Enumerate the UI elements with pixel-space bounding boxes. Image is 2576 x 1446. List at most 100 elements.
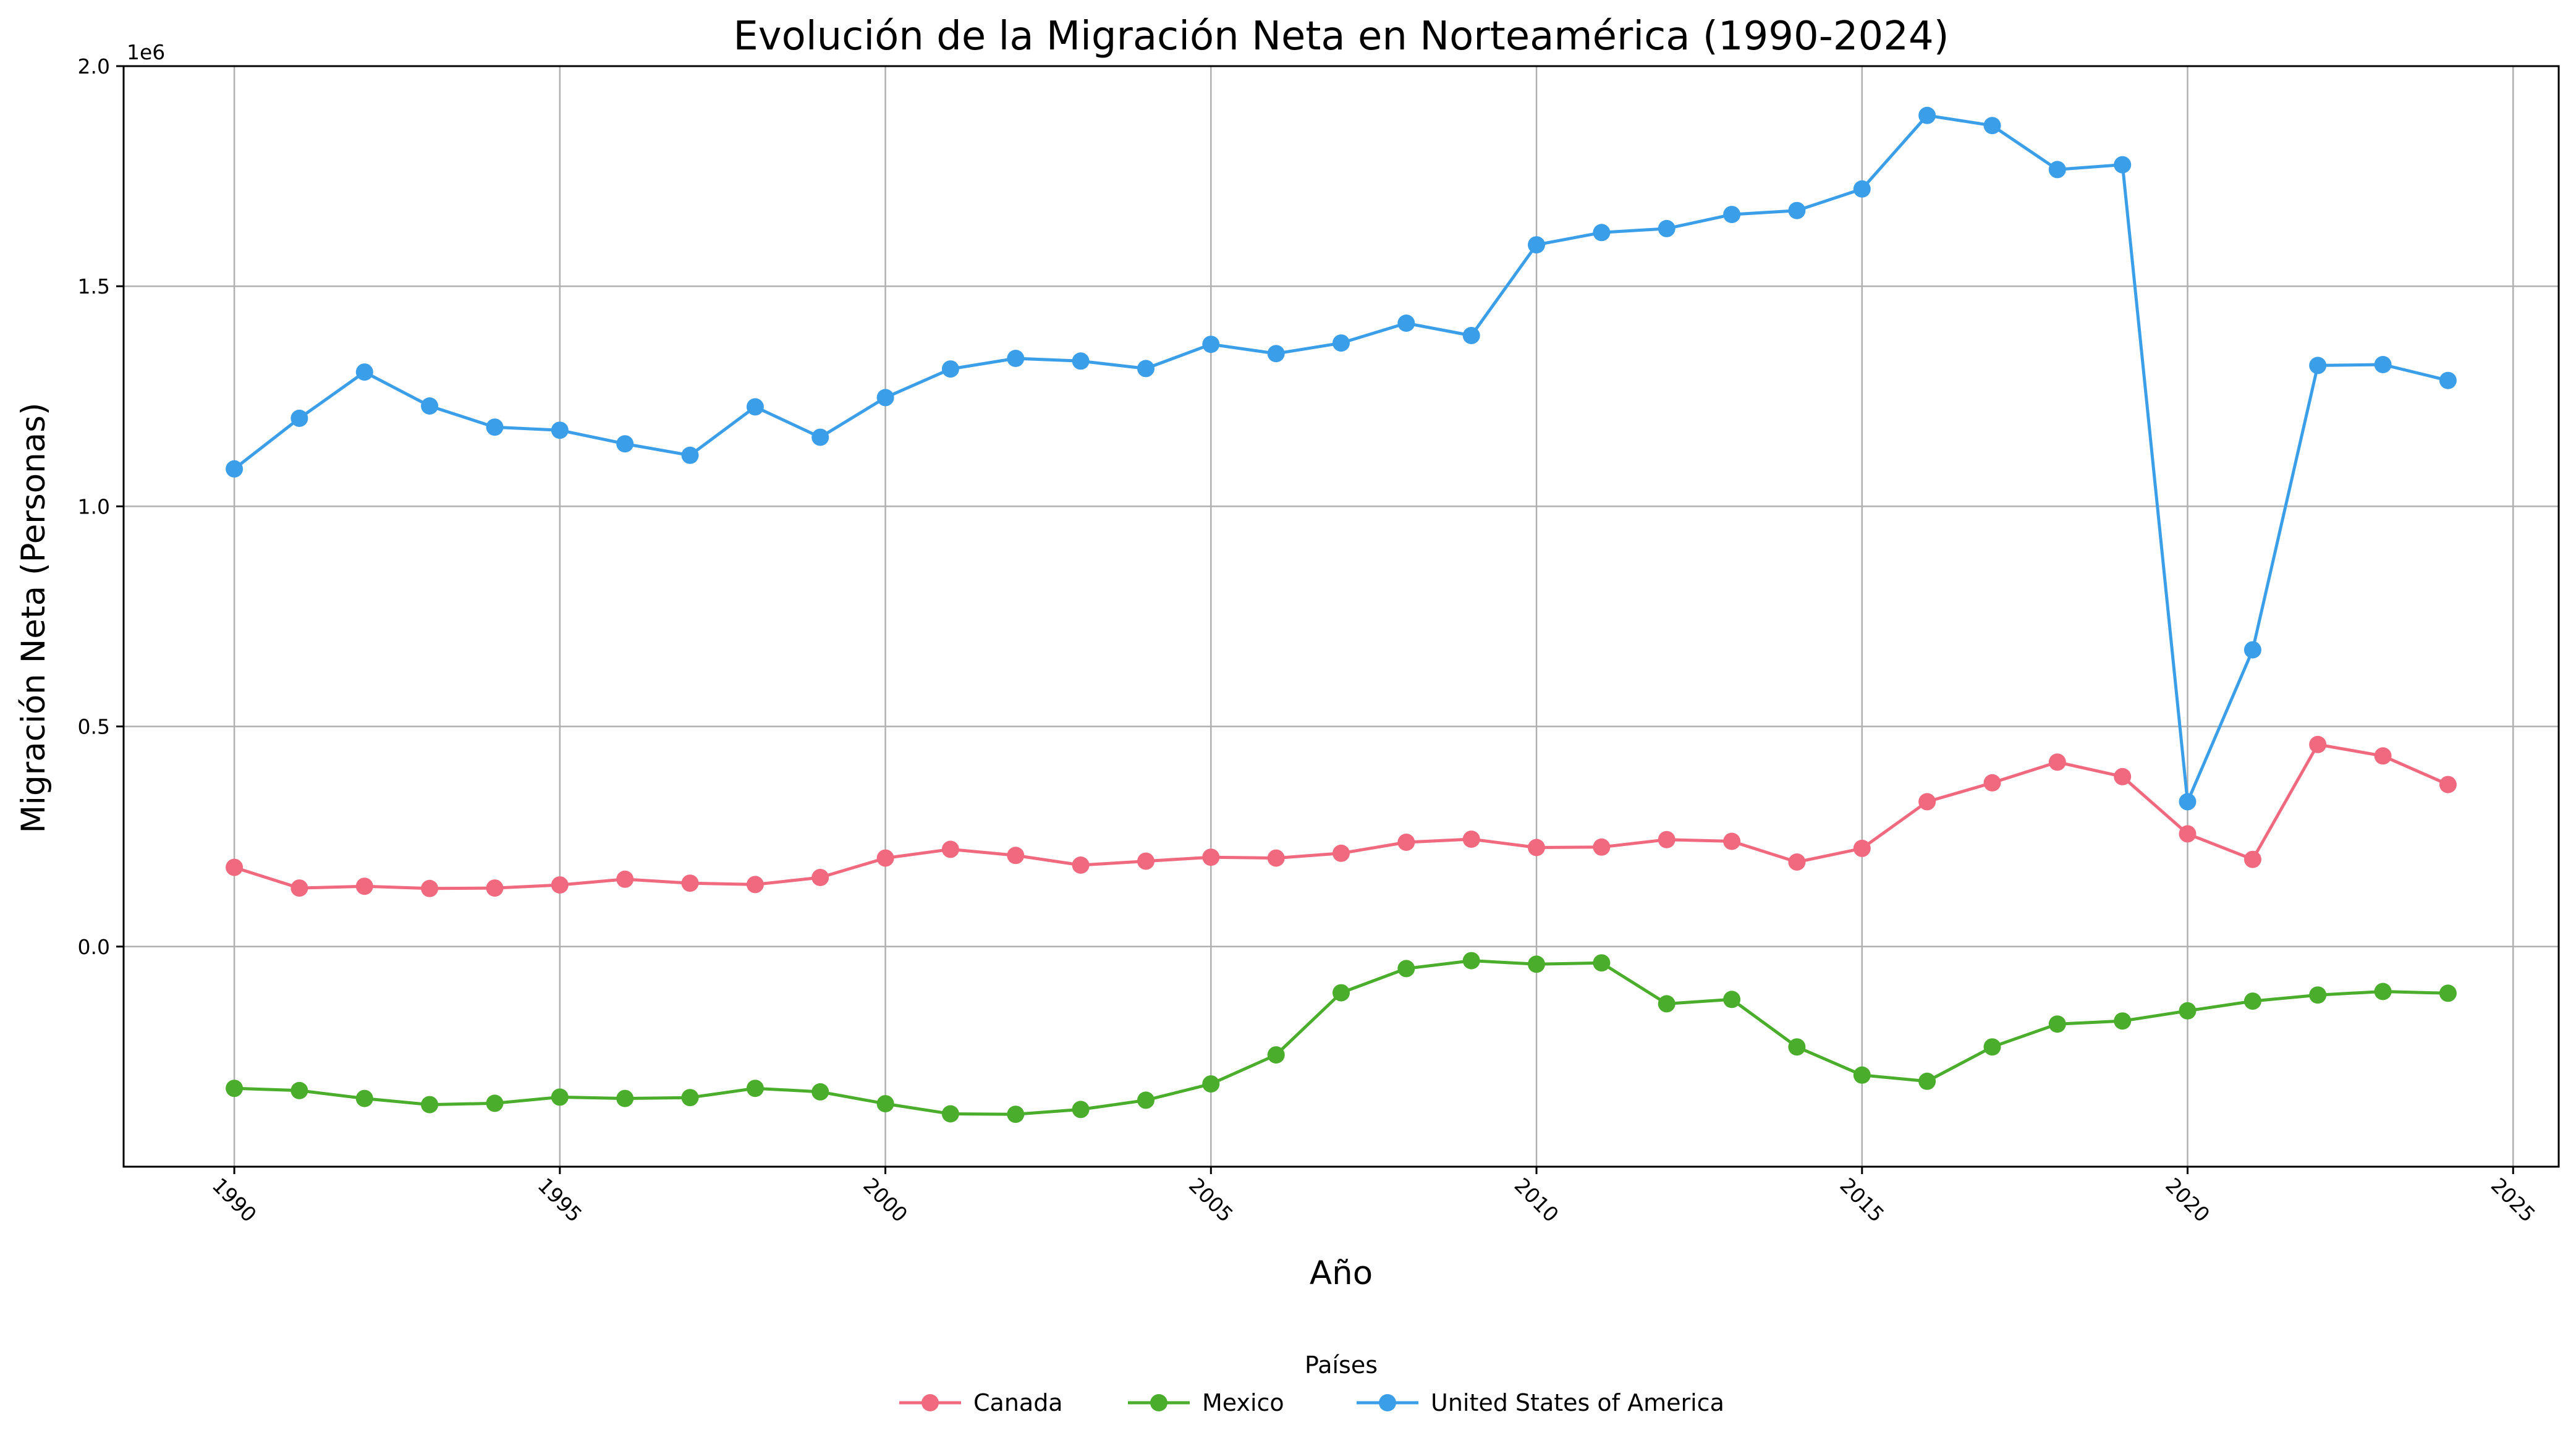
legend-item-united-states-of-america: United States of America	[1357, 1389, 1724, 1416]
data-point	[486, 418, 504, 436]
data-point	[1137, 852, 1155, 870]
data-point	[681, 1089, 699, 1107]
y-offset-label: 1e6	[127, 40, 165, 64]
data-point	[1918, 793, 1936, 811]
data-point	[876, 849, 894, 867]
data-point	[1332, 984, 1350, 1002]
data-point	[1072, 1101, 1090, 1118]
data-point	[2374, 983, 2392, 1000]
data-point	[1202, 1075, 1220, 1093]
data-point	[1658, 995, 1676, 1013]
data-point	[746, 876, 764, 894]
data-point	[2114, 1012, 2132, 1030]
data-point	[421, 1096, 439, 1114]
data-point	[1528, 839, 1545, 856]
data-point	[2114, 767, 2132, 785]
data-point	[2309, 986, 2327, 1004]
series-mexico	[226, 952, 2457, 1123]
data-point	[355, 1089, 373, 1107]
data-point	[2309, 357, 2327, 374]
data-point	[1918, 1072, 1936, 1090]
data-point	[1267, 345, 1285, 363]
data-point	[290, 409, 308, 427]
y-tick-label: 1.5	[78, 274, 110, 298]
data-point	[226, 858, 244, 876]
data-point	[1462, 327, 1480, 344]
data-point	[486, 1094, 504, 1112]
data-point	[355, 363, 373, 381]
data-point	[290, 879, 308, 897]
data-point	[1723, 206, 1741, 224]
data-point	[1397, 315, 1415, 332]
data-point	[2179, 1002, 2197, 1020]
data-point	[616, 435, 634, 453]
legend-label: United States of America	[1431, 1389, 1724, 1416]
data-point	[746, 398, 764, 416]
data-point	[941, 840, 959, 858]
data-point	[1853, 180, 1871, 198]
series-layer	[226, 106, 2457, 1123]
data-point	[1462, 952, 1480, 970]
data-point	[1528, 955, 1545, 973]
data-point	[421, 397, 439, 415]
data-point	[1593, 954, 1611, 972]
data-point	[421, 879, 439, 897]
data-point	[1723, 832, 1741, 850]
data-point	[1983, 1038, 2001, 1056]
y-tick-label: 0.0	[78, 935, 110, 959]
data-point	[616, 870, 634, 888]
legend-item-canada: Canada	[899, 1389, 1063, 1416]
plot-area-frame	[122, 65, 2560, 1168]
series-canada	[226, 735, 2457, 897]
legend-swatch-marker	[1379, 1394, 1396, 1411]
data-point	[551, 1088, 569, 1106]
data-point	[2048, 753, 2066, 771]
data-point	[1983, 774, 2001, 792]
data-point	[2048, 1015, 2066, 1033]
legend-swatch-marker	[922, 1394, 939, 1411]
data-point	[1267, 849, 1285, 867]
data-point	[2243, 992, 2261, 1010]
data-point	[2179, 825, 2197, 843]
legend-item-mexico: Mexico	[1128, 1389, 1284, 1416]
data-point	[1072, 352, 1090, 370]
data-point	[811, 869, 829, 886]
legend-label: Canada	[973, 1389, 1063, 1416]
data-point	[811, 428, 829, 446]
data-point	[1723, 991, 1741, 1008]
data-point	[2048, 161, 2066, 179]
data-point	[681, 446, 699, 464]
data-point	[1397, 834, 1415, 851]
data-point	[226, 1080, 244, 1097]
data-point	[876, 389, 894, 407]
legend-items: Canada Mexico United States of America	[899, 1389, 1724, 1416]
data-point	[1397, 960, 1415, 978]
data-point	[1007, 1106, 1025, 1123]
data-point	[355, 877, 373, 895]
data-point	[1593, 224, 1611, 242]
data-point	[1137, 360, 1155, 378]
data-point	[2243, 850, 2261, 868]
legend-swatch-marker	[1150, 1394, 1167, 1411]
data-point	[2114, 156, 2132, 174]
x-axis-title: Año	[1310, 1254, 1373, 1292]
data-point	[1072, 856, 1090, 874]
series-united-states-of-america	[226, 106, 2457, 811]
data-point	[2439, 371, 2457, 389]
data-point	[1853, 1066, 1871, 1084]
data-point	[1788, 1038, 1806, 1056]
data-point	[1202, 336, 1220, 353]
data-point	[551, 421, 569, 439]
data-point	[2243, 641, 2261, 659]
legend-label: Mexico	[1202, 1389, 1284, 1416]
data-point	[941, 1105, 959, 1123]
legend: Países Canada Mexico United States of Amer…	[899, 1351, 1724, 1416]
data-point	[2309, 735, 2327, 753]
data-point	[1918, 106, 1936, 124]
data-point	[1788, 201, 1806, 219]
data-point	[1853, 839, 1871, 857]
y-tick-label: 1.0	[78, 494, 110, 518]
data-point	[290, 1081, 308, 1099]
